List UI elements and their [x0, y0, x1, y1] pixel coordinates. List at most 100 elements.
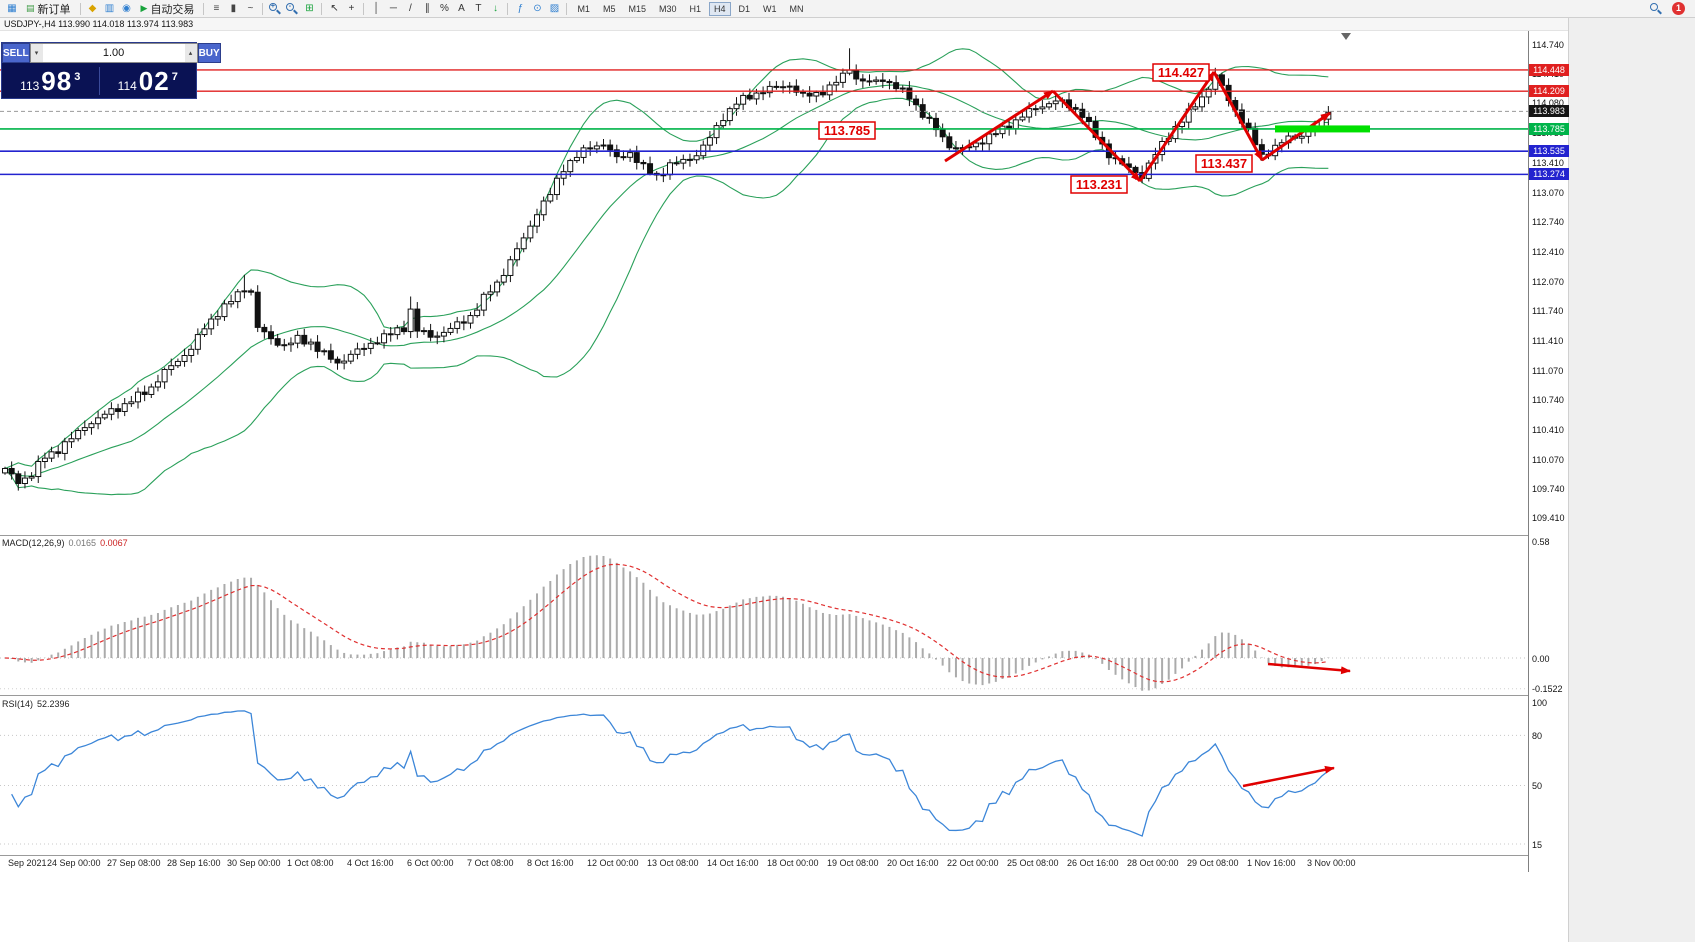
candlestick-chart-icon[interactable]: ▮ — [230, 3, 237, 14]
channel-icon[interactable]: ∥ — [424, 3, 430, 14]
time-label: 28 Oct 00:00 — [1127, 858, 1179, 868]
trendline-icon[interactable]: / — [409, 3, 412, 14]
hlines-layer — [0, 69, 1528, 176]
time-label: 30 Sep 00:00 — [227, 858, 281, 868]
price-tick: 112.070 — [1532, 276, 1564, 287]
time-label: 24 Sep 00:00 — [47, 858, 101, 868]
fibonacci-icon[interactable]: % — [439, 3, 449, 14]
arrow-objects-icon[interactable]: ↓ — [492, 3, 498, 14]
price-annotation-box — [1070, 175, 1128, 194]
support-highlight-bar — [1275, 125, 1370, 133]
templates-icon[interactable]: ▨ — [549, 3, 560, 14]
price-tick: 110.740 — [1532, 395, 1564, 406]
periods-icon[interactable]: ⊙ — [533, 3, 542, 14]
zoom-out-icon[interactable]: - — [284, 1, 300, 16]
time-label: Sep 2021 — [8, 858, 47, 868]
cursor-icon[interactable]: ↖ — [330, 3, 339, 14]
macd-panel[interactable] — [0, 536, 1528, 695]
timeframe-button-M30[interactable]: M30 — [658, 3, 677, 14]
rsi-annotation-arrow — [1242, 765, 1335, 788]
rsi-panel[interactable] — [0, 696, 1528, 855]
timeframe-button-M5[interactable]: M5 — [602, 3, 616, 14]
time-label: 13 Oct 08:00 — [647, 858, 699, 868]
trend-arrow — [1051, 89, 1142, 183]
timeframe-button-MN[interactable]: MN — [789, 3, 804, 14]
panel-separator[interactable] — [0, 695, 1568, 696]
toolbar-separator — [363, 2, 365, 15]
time-label: 27 Sep 08:00 — [107, 858, 161, 868]
price-tick: 109.740 — [1532, 484, 1565, 495]
price-annotation-text: 113.785 — [824, 123, 870, 138]
label-icon[interactable]: T — [475, 3, 482, 14]
tile-windows-icon[interactable]: ⊞ — [305, 3, 314, 14]
price-tick: 114.080 — [1532, 98, 1564, 109]
price-axis[interactable]: 114.740114.410114.080113.750113.410113.0… — [1528, 31, 1569, 872]
profiles-icon[interactable]: ◆ — [88, 3, 97, 14]
volume-input[interactable] — [42, 44, 185, 62]
price-annotation-text: 113.231 — [1076, 177, 1122, 192]
price-tag-113.274: 113.274 — [1529, 168, 1569, 181]
timeframe-button-H1[interactable]: H1 — [689, 3, 702, 14]
autotrade-button[interactable]: ▶ 自动交易 — [140, 3, 195, 16]
price-annotation-text: 113.437 — [1201, 156, 1247, 171]
bar-chart-icon[interactable]: ≡ — [213, 3, 220, 14]
vertical-line-icon[interactable]: │ — [373, 3, 380, 14]
autotrade-icon: ▶ — [140, 3, 148, 13]
trend-arrow — [944, 89, 1054, 163]
main-chart[interactable]: 113.785 114.427 113.231 113.437 — [0, 31, 1528, 535]
timeframe-button-W1[interactable]: W1 — [763, 3, 777, 14]
time-label: 28 Sep 16:00 — [167, 858, 221, 868]
toolbar-separator — [262, 2, 264, 15]
zoom-in-icon[interactable]: + — [267, 1, 283, 16]
sell-button[interactable]: SELL — [2, 43, 30, 63]
price-tick: 110.410 — [1532, 424, 1564, 435]
time-label: 18 Oct 00:00 — [767, 858, 819, 868]
workspace-gutter — [1568, 18, 1695, 942]
notification-badge[interactable]: 1 — [1672, 2, 1685, 15]
timeframe-button-D1[interactable]: D1 — [738, 3, 751, 14]
chart-caption: USDJPY-,H4 113.990 114.018 113.974 113.9… — [0, 18, 1568, 31]
price-annotation-box — [1152, 63, 1210, 82]
panel-separator[interactable] — [0, 855, 1568, 856]
line-chart-icon[interactable]: ~ — [247, 3, 254, 14]
search-icon[interactable] — [1648, 1, 1664, 16]
buy-button[interactable]: BUY — [197, 43, 221, 63]
trend-arrow — [1138, 71, 1216, 182]
horizontal-line-icon[interactable]: ─ — [389, 3, 397, 14]
market-watch-icon[interactable]: ▥ — [104, 3, 115, 14]
volume-down-button[interactable]: ▾ — [30, 44, 43, 62]
new-chart-icon[interactable]: ▦ — [7, 3, 17, 14]
time-label: 4 Oct 16:00 — [347, 858, 394, 868]
time-label: 1 Nov 16:00 — [1247, 858, 1296, 868]
bid-price: 113 98 3 — [20, 65, 81, 96]
rsi-axis-label: 15 — [1532, 839, 1543, 850]
navigator-icon[interactable]: ◉ — [122, 3, 131, 14]
indicators-icon[interactable]: ƒ — [517, 3, 524, 14]
price-tag-113.535: 113.535 — [1529, 145, 1569, 158]
new-order-button[interactable]: ▤ 新订单 — [26, 3, 71, 16]
bid-ask-display: 113 98 3 114 02 7 — [2, 63, 196, 98]
macd-histogram — [10, 555, 1330, 691]
price-tick: 111.740 — [1532, 306, 1564, 317]
price-annotation-box — [818, 121, 876, 140]
timeframe-button-H4[interactable]: H4 — [709, 1, 731, 16]
timeframe-button-M1[interactable]: M1 — [577, 3, 590, 14]
volume-up-button[interactable]: ▴ — [184, 44, 197, 62]
rsi-line — [11, 710, 1329, 837]
volume-control: ▾ ▴ — [29, 43, 198, 63]
candles-layer — [2, 48, 1332, 491]
time-axis[interactable]: Sep 2021 24 Sep 00:00 27 Sep 08:00 28 Sep 1… — [0, 856, 1528, 872]
price-tag-114.448: 114.448 — [1529, 63, 1569, 76]
panel-separator[interactable] — [0, 535, 1568, 536]
annotations-layer: 113.785 114.427 113.231 113.437 — [818, 63, 1370, 194]
toolbar-separator — [566, 2, 568, 15]
chart-shift-marker — [1341, 33, 1351, 40]
price-tag-113.785: 113.785 — [1529, 122, 1569, 135]
time-label: 1 Oct 08:00 — [287, 858, 334, 868]
chart-caption-text: USDJPY-,H4 113.990 114.018 113.974 113.9… — [4, 19, 194, 29]
text-icon[interactable]: A — [458, 3, 465, 14]
crosshair-icon[interactable]: + — [348, 3, 355, 14]
price-tick: 112.410 — [1532, 246, 1564, 257]
timeframe-button-M15[interactable]: M15 — [628, 3, 646, 14]
